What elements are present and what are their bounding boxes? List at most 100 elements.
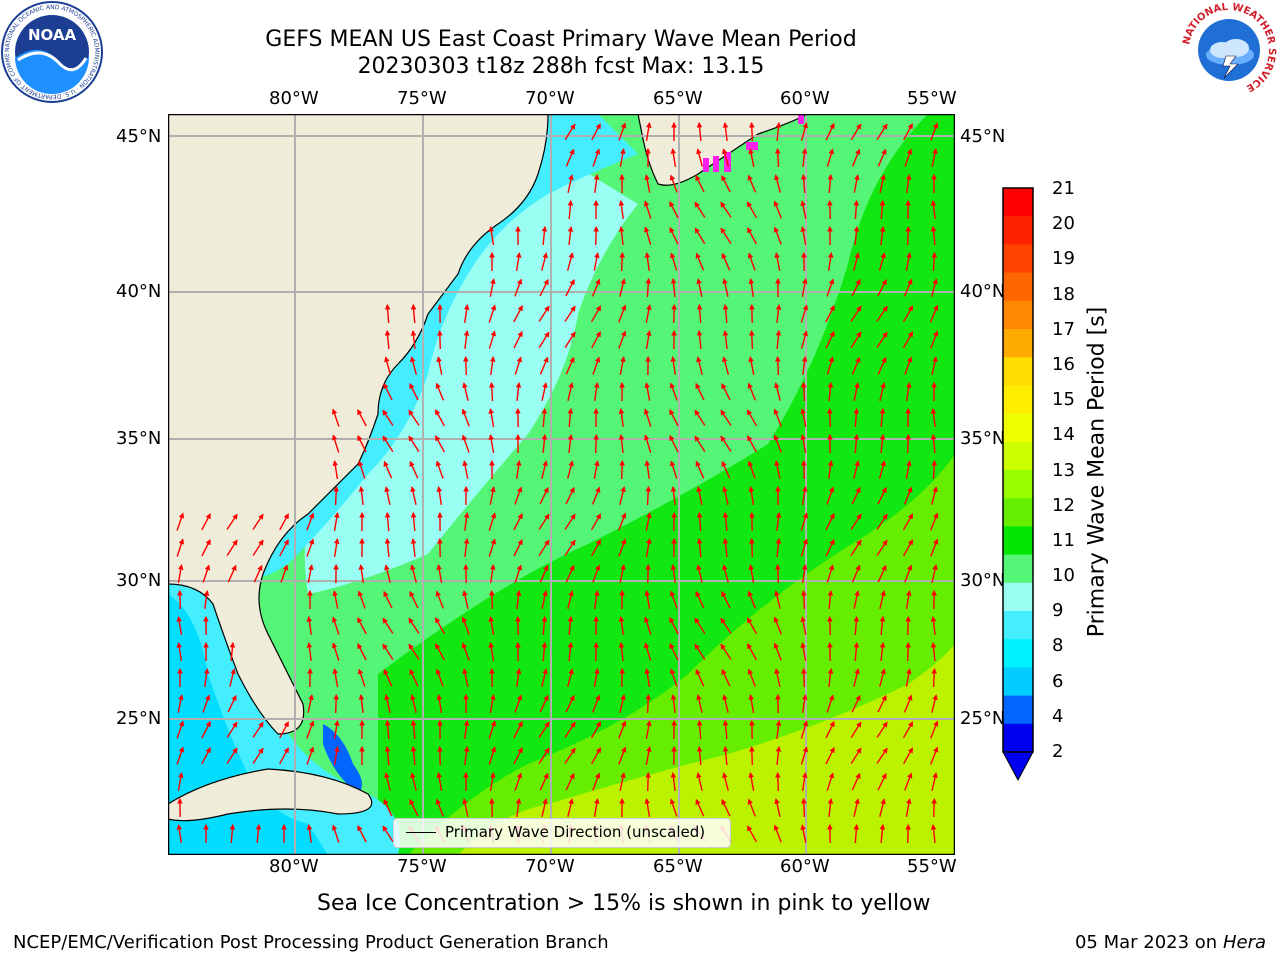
wave-direction-arrow (357, 643, 367, 661)
wave-direction-arrow (644, 434, 652, 453)
wave-direction-arrow (176, 615, 183, 636)
lat-label-left-30n: 30°N (116, 570, 162, 591)
wave-direction-arrow (618, 199, 625, 219)
wave-direction-arrow (775, 745, 782, 765)
wave-direction-arrow (774, 252, 781, 271)
noaa-logo: NATIONAL OCEANIC AND ATMOSPHERIC ADMINIS… (0, 0, 103, 103)
wave-direction-arrow (670, 147, 677, 168)
wave-direction-arrow (435, 798, 444, 817)
wave-direction-arrow (564, 305, 576, 322)
wave-direction-arrow (931, 356, 938, 375)
wave-direction-arrow (619, 486, 626, 505)
wave-direction-arrow (800, 512, 809, 531)
wave-direction-arrow (488, 433, 495, 454)
wave-direction-arrow (619, 772, 626, 791)
wave-direction-arrow (384, 329, 391, 350)
wave-direction-arrow (722, 537, 729, 557)
wave-direction-arrow (176, 823, 183, 844)
lon-label-top-80w: 80°W (269, 88, 319, 109)
wave-direction-arrow (619, 694, 626, 713)
wave-direction-arrow (462, 590, 469, 609)
colorbar-tick-label: 8 (1052, 635, 1064, 657)
wave-direction-arrow (645, 693, 651, 714)
title-line-2: 20230303 t18z 288h fcst Max: 13.15 (357, 54, 765, 79)
wave-direction-arrow (801, 485, 808, 506)
wave-direction-arrow (541, 615, 548, 636)
wave-direction-arrow (775, 355, 781, 376)
wave-direction-arrow (565, 148, 575, 167)
wave-direction-arrow (905, 225, 911, 246)
wave-direction-arrow (773, 616, 782, 635)
colorbar-tick-label: 18 (1052, 283, 1075, 305)
wave-direction-arrow (643, 616, 652, 635)
wave-direction-arrow (722, 511, 729, 532)
wave-direction-arrow (775, 329, 782, 350)
colorbar-tick-label: 14 (1052, 424, 1075, 446)
lon-label-top-60w: 60°W (780, 88, 830, 109)
wave-direction-arrow (435, 382, 445, 401)
wave-direction-arrow (333, 511, 340, 532)
wave-direction-arrow (541, 668, 548, 687)
wave-direction-arrow (618, 538, 627, 557)
wave-direction-arrow (514, 278, 523, 297)
wave-direction-arrow (593, 252, 600, 271)
wave-direction-arrow (565, 564, 575, 583)
wave-direction-arrow (333, 745, 340, 766)
wave-direction-arrow (695, 460, 705, 479)
wave-direction-arrow (879, 823, 886, 844)
wave-direction-arrow (876, 305, 888, 322)
footer-date-text: 05 Mar 2023 on (1074, 932, 1218, 953)
wave-direction-arrow (203, 667, 210, 688)
wave-direction-arrow (694, 409, 706, 426)
wave-direction-arrow (801, 147, 808, 167)
wave-direction-arrow (462, 460, 469, 479)
lon-label-top-65w: 65°W (653, 88, 703, 109)
wave-direction-arrow (618, 512, 627, 531)
wave-direction-arrow (747, 798, 756, 817)
colorbar-tick-label: 13 (1052, 459, 1075, 481)
wave-direction-arrow (800, 433, 807, 454)
wave-direction-arrow (879, 174, 886, 193)
wave-direction-arrow (332, 667, 339, 688)
lon-label-top-55w: 55°W (907, 88, 957, 109)
wave-direction-arrow (201, 513, 211, 531)
lon-label-bottom-55w: 55°W (907, 856, 957, 877)
wave-direction-arrow (564, 513, 576, 530)
wave-direction-arrow (461, 642, 470, 661)
wave-direction-arrow (565, 356, 575, 375)
wave-direction-arrow (879, 668, 886, 687)
wave-direction-arrow (333, 485, 339, 506)
wave-direction-arrow (825, 746, 835, 765)
wave-direction-arrow (931, 564, 938, 583)
wave-direction-arrow (252, 747, 264, 764)
wave-direction-arrow (826, 564, 835, 583)
wave-direction-arrow (853, 641, 860, 662)
wave-direction-arrow (876, 539, 888, 556)
wave-direction-arrow (747, 382, 757, 401)
colorbar-extend-triangle (1002, 751, 1034, 782)
wave-direction-arrow (201, 539, 211, 557)
wave-direction-arrow (930, 225, 937, 246)
wave-direction-arrow (435, 668, 444, 687)
wave-direction-arrow (409, 798, 419, 817)
wave-direction-arrow (669, 460, 678, 479)
wave-direction-arrow (930, 122, 939, 141)
wave-direction-arrow (333, 693, 339, 714)
wave-direction-arrow (410, 486, 417, 505)
wave-direction-arrow (333, 719, 340, 740)
wave-direction-arrow (800, 746, 808, 765)
wave-direction-arrow (229, 641, 236, 662)
wave-direction-arrow (513, 330, 523, 349)
wave-direction-arrow (695, 798, 705, 817)
wave-direction-arrow (747, 252, 756, 271)
wave-direction-arrow (773, 408, 782, 427)
lon-label-bottom-65w: 65°W (653, 856, 703, 877)
wave-direction-arrow (853, 433, 860, 454)
wave-direction-arrow (877, 564, 887, 583)
wave-direction-arrow (669, 798, 678, 817)
wave-direction-arrow (827, 251, 834, 272)
wave-direction-arrow (879, 641, 886, 661)
wave-direction-arrow (877, 279, 887, 297)
wave-direction-arrow (252, 539, 264, 556)
wave-direction-arrow (722, 356, 730, 375)
